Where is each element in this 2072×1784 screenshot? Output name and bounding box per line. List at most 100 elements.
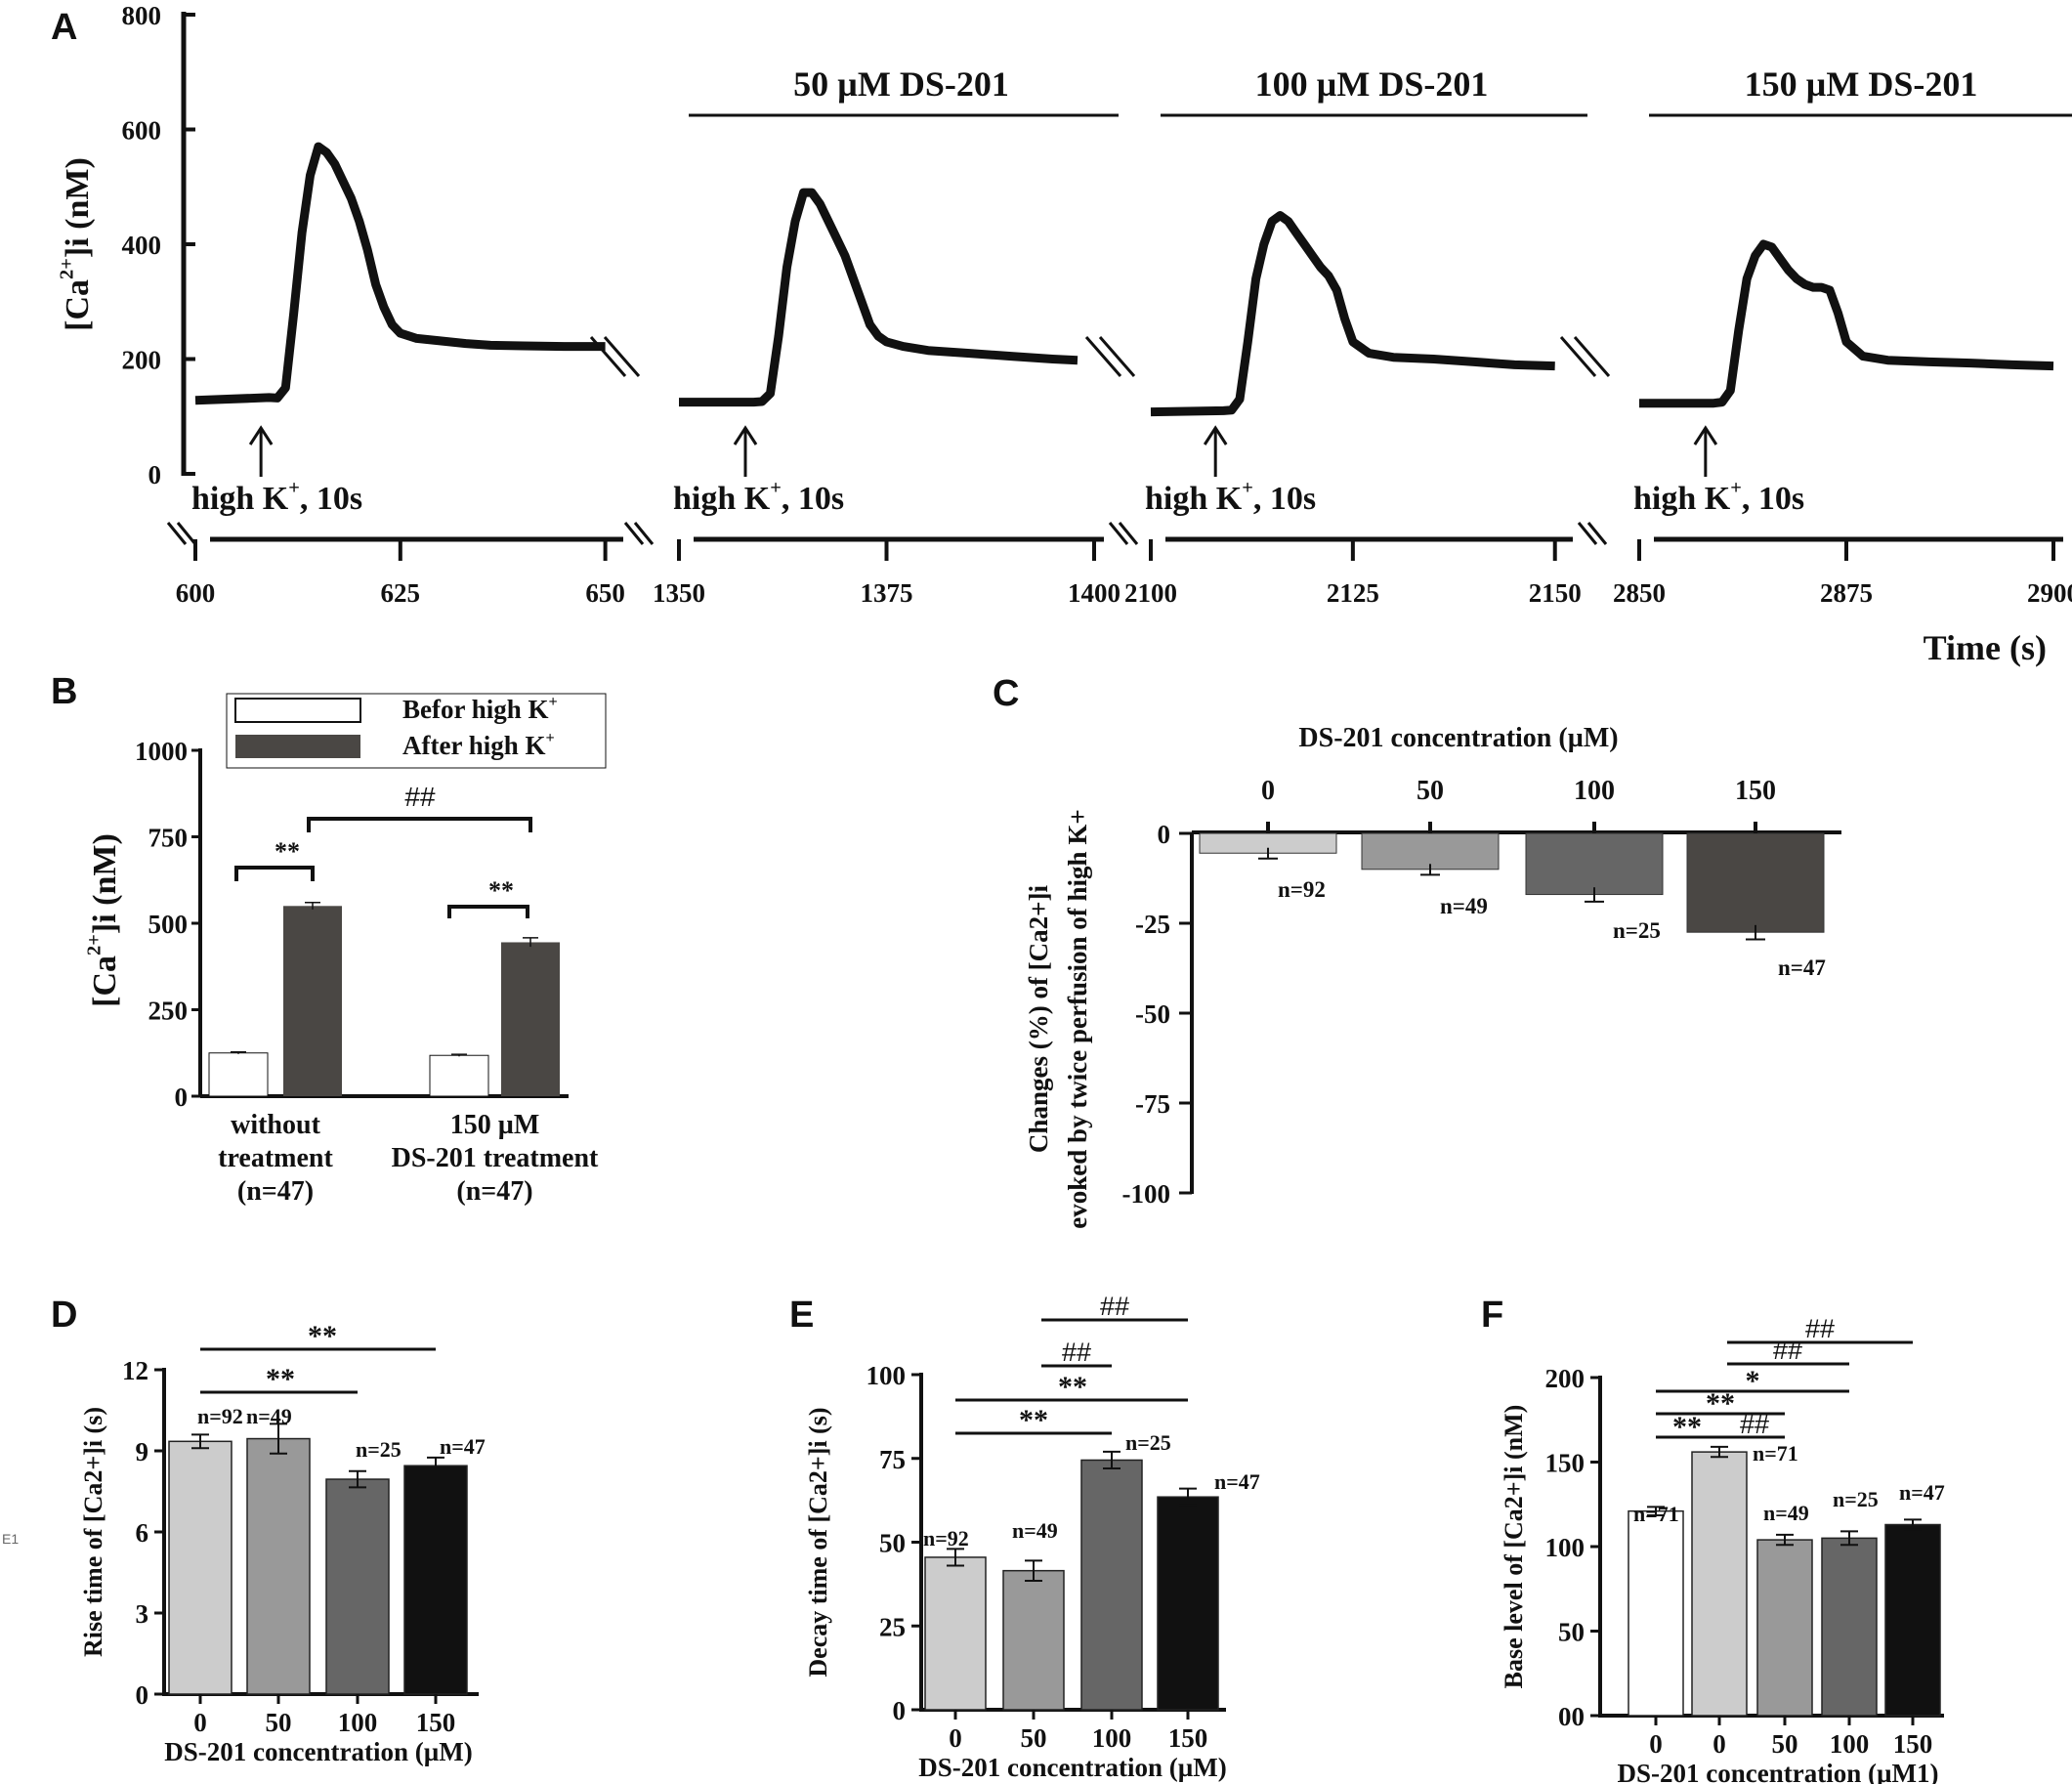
panel-b-bar-before xyxy=(429,1054,489,1097)
panel-d-bar xyxy=(403,1465,468,1695)
panel-e-category-label: 100 xyxy=(1092,1723,1132,1753)
panel-a-xtick-label: 2125 xyxy=(1327,578,1379,608)
panel-d-ytick-label: 0 xyxy=(136,1680,149,1710)
panel-a-stimulus-label: high K+, 10s xyxy=(1145,478,1316,517)
panel-b-legend-swatch-after xyxy=(235,735,360,758)
panel-d-category-label: 150 xyxy=(416,1708,456,1737)
panel-b-category-label: treatment xyxy=(218,1143,333,1173)
panel-f-bar xyxy=(1884,1523,1941,1717)
panel-c-bar xyxy=(1525,832,1664,896)
panel-b-legend-swatch-before xyxy=(234,698,361,723)
panel-c-ytick-label: -100 xyxy=(1122,1179,1171,1209)
panel-label-f: F xyxy=(1481,1295,1503,1336)
panel-f-category-label: 0 xyxy=(1713,1729,1726,1759)
panel-b-bar-after xyxy=(501,942,560,1096)
panel-f-ytick-label: 200 xyxy=(1545,1364,1586,1393)
panel-b-bar-before xyxy=(208,1052,269,1097)
panel-e-sig-hash: ## xyxy=(1100,1292,1129,1321)
panel-a-break-mark xyxy=(1084,336,1122,377)
panel-label-e: E xyxy=(789,1295,814,1336)
panel-e-n-label: n=25 xyxy=(1125,1430,1171,1455)
panel-a-xtick-label: 2150 xyxy=(1529,578,1582,608)
panel-f-sig-hash: ## xyxy=(1740,1410,1769,1439)
panel-d-category-label: 100 xyxy=(338,1708,378,1737)
panel-e-bar xyxy=(924,1556,987,1711)
panel-c-bar xyxy=(1686,832,1825,933)
panel-a-xtick-label: 2900 xyxy=(2027,578,2072,608)
panel-b-ytick-label: 1000 xyxy=(135,737,188,766)
panel-b-sig-hash: ## xyxy=(404,782,436,812)
panel-d-n-label: n=25 xyxy=(356,1437,402,1462)
panel-a-axis-break xyxy=(166,522,188,545)
panel-f-category-label: 0 xyxy=(1649,1729,1663,1759)
panel-f-n-label: n=25 xyxy=(1833,1487,1879,1511)
panel-d-x-label: DS-201 concentration (µM) xyxy=(164,1737,473,1766)
panel-d-n-label: n=47 xyxy=(440,1434,486,1459)
panel-a-axis-break xyxy=(633,522,655,545)
panel-a-trace-line xyxy=(1150,211,1555,417)
panel-label-d: D xyxy=(51,1295,77,1336)
panel-c-ytick-label: 0 xyxy=(1158,820,1171,849)
panel-f-category-label: 150 xyxy=(1893,1729,1933,1759)
panel-b-bar-after xyxy=(283,906,342,1096)
panel-a-axis-break xyxy=(1577,522,1598,545)
panel-c-n-label: n=49 xyxy=(1440,894,1488,918)
panel-b-ytick-label: 250 xyxy=(148,997,189,1026)
panel-d-n-label: n=49 xyxy=(246,1404,292,1428)
panel-e-ytick-label: 0 xyxy=(893,1696,907,1725)
panel-a-treatment-label: 150 µM DS-201 xyxy=(1745,64,1978,104)
panel-a-break-mark xyxy=(1559,336,1597,377)
panel-c-category-label: 50 xyxy=(1417,776,1444,806)
panel-e-bar xyxy=(1157,1496,1219,1711)
panel-e-category-label: 50 xyxy=(1021,1723,1047,1753)
panel-c-y-label: Changes (%) of [Ca2+]i xyxy=(1024,884,1053,1153)
panel-d-ytick-label: 3 xyxy=(136,1599,149,1629)
panel-e-ytick-label: 25 xyxy=(879,1612,906,1641)
panel-a-xtick-label: 2875 xyxy=(1820,578,1873,608)
panel-a-xtick-label: 625 xyxy=(381,578,421,608)
panel-e-n-label: n=47 xyxy=(1214,1469,1260,1494)
panel-b-sig-bracket xyxy=(234,866,315,881)
panel-f-sig-hash: ## xyxy=(1773,1336,1802,1365)
panel-d-y-label: Rise time of [Ca2+]i (s) xyxy=(79,1407,107,1657)
panel-a-y-label: [Ca2+]i (nM) xyxy=(57,157,96,331)
panel-a-axis-break xyxy=(1586,522,1608,545)
panel-f-bar xyxy=(1821,1537,1878,1717)
panel-f-n-label: n=49 xyxy=(1763,1501,1809,1525)
panel-e-sig-star: ** xyxy=(1019,1404,1048,1436)
stray-label: E1 xyxy=(2,1531,19,1547)
panel-a-break-mark xyxy=(1098,336,1136,377)
panel-a-ytick-label: 800 xyxy=(122,1,162,30)
panel-e-category-label: 0 xyxy=(949,1723,962,1753)
panel-a-xtick-label: 2850 xyxy=(1613,578,1666,608)
panel-e-sig-hash: ## xyxy=(1062,1338,1091,1367)
panel-e-n-label: n=49 xyxy=(1012,1518,1058,1543)
panel-e-bar xyxy=(1080,1459,1143,1711)
panel-f-ytick-label: 50 xyxy=(1558,1618,1585,1647)
panel-f-ytick-label: 150 xyxy=(1545,1449,1586,1478)
panel-a-stimulus-label: high K+, 10s xyxy=(673,478,844,517)
panel-c-ytick-label: -75 xyxy=(1135,1089,1170,1119)
panel-c-category-label: 100 xyxy=(1574,776,1615,806)
panel-label-b: B xyxy=(51,671,77,712)
panel-f-sig-hash: ## xyxy=(1805,1314,1835,1343)
panel-a-treatment-label: 50 µM DS-201 xyxy=(793,64,1009,104)
panel-c-title: DS-201 concentration (µM) xyxy=(1298,723,1618,753)
panel-d-sig-star: ** xyxy=(308,1320,337,1352)
panel-a-treatment-label: 100 µM DS-201 xyxy=(1255,64,1489,104)
panel-c-category-label: 0 xyxy=(1261,776,1275,806)
panel-a-stimulus-label: high K+, 10s xyxy=(191,478,362,517)
panel-d-n-label: n=92 xyxy=(197,1404,243,1428)
panel-b-category-label: without xyxy=(231,1110,320,1140)
panel-e-ytick-label: 100 xyxy=(867,1361,907,1390)
panel-a-trace-line xyxy=(679,188,1078,407)
panel-c-n-label: n=25 xyxy=(1613,918,1661,943)
panel-a-xtick-label: 1375 xyxy=(861,578,913,608)
panel-f-n-label: n=71 xyxy=(1753,1441,1798,1465)
panel-a-break-mark xyxy=(603,336,641,377)
panel-a-axis-break xyxy=(623,522,645,545)
panel-c-ytick-label: -50 xyxy=(1135,999,1170,1029)
panel-a-trace-line xyxy=(194,142,606,405)
panel-b-legend-after-label: After high K+ xyxy=(402,729,555,760)
panel-e-ytick-label: 75 xyxy=(879,1445,906,1474)
